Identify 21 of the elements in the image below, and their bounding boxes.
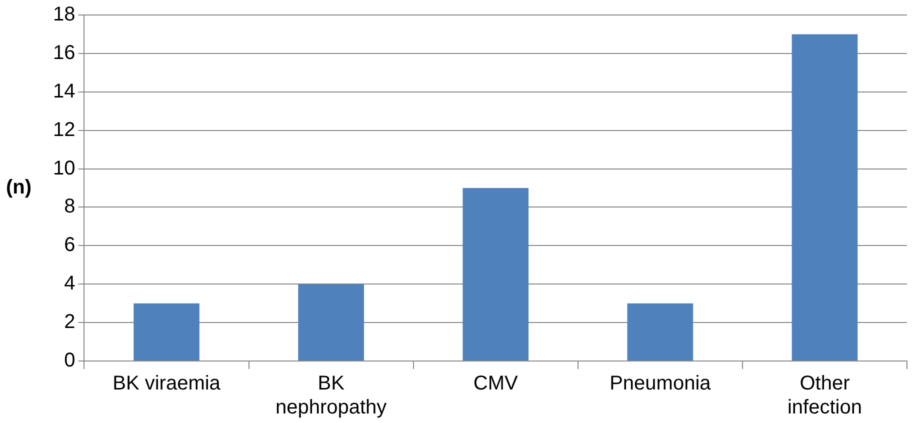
x-tick-label: Pneumonia <box>610 372 712 395</box>
y-tick-label: 14 <box>52 80 76 102</box>
y-tick-label: 12 <box>52 118 76 141</box>
bar <box>627 303 694 360</box>
y-axis-title: (n) <box>6 176 32 199</box>
x-tick-label: Other infection <box>787 372 862 419</box>
bar <box>298 284 364 360</box>
y-tick-label: 0 <box>64 350 76 372</box>
y-tick-label: 10 <box>52 157 76 180</box>
y-tick-label: 8 <box>64 196 76 218</box>
x-tick-label: BK nephropathy <box>275 372 387 419</box>
x-tick-label: CMV <box>473 372 518 395</box>
x-tick-label: BK viraemia <box>112 372 222 395</box>
y-tick-label: 4 <box>64 272 76 295</box>
bar <box>134 303 200 360</box>
bar <box>792 34 858 360</box>
y-tick-label: 6 <box>64 234 76 256</box>
y-tick-label: 16 <box>52 42 76 64</box>
bar <box>462 188 529 360</box>
y-tick-label: 2 <box>64 311 76 334</box>
y-tick-label: 18 <box>52 4 76 26</box>
